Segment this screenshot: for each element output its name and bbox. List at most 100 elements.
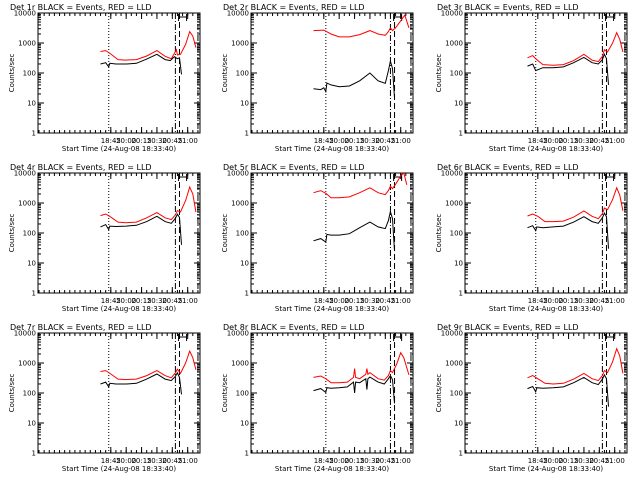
- x-tick-label: 21:00: [605, 137, 625, 145]
- y-tick-label: 1: [245, 290, 249, 298]
- panel-title: Det 1r BLACK = Events, RED = LLD: [10, 3, 152, 12]
- x-tick-label: 20:00: [116, 137, 136, 145]
- y-tick-label: 1000: [231, 40, 249, 48]
- y-tick-label: 10: [27, 100, 36, 108]
- y-tick-label: 10: [27, 420, 36, 428]
- x-tick-label: 20:00: [543, 457, 563, 465]
- y-tick-label: 1: [245, 130, 249, 138]
- y-tick-label: 1000: [231, 200, 249, 208]
- y-tick-label: 1: [459, 290, 463, 298]
- x-tick-label: 20:00: [543, 297, 563, 305]
- x-tick-label: 18:45: [528, 457, 548, 465]
- y-tick-label: 1: [459, 130, 463, 138]
- y-axis-label: Counts/sec: [8, 54, 16, 93]
- y-tick-label: 10: [240, 420, 249, 428]
- x-tick-label: 18:45: [101, 297, 121, 305]
- lld-series-line: [527, 31, 624, 66]
- chart-panel: Det 3r BLACK = Events, RED = LLD 1 10 100 10…: [435, 3, 628, 153]
- x-tick-label: 20:15: [131, 137, 151, 145]
- x-axis-label: Start Time (24-Aug-08 18:33:40): [275, 465, 389, 473]
- y-tick-label: 100: [450, 390, 463, 398]
- x-tick-label: 18:45: [528, 137, 548, 145]
- panel-title: Det 2r BLACK = Events, RED = LLD: [223, 3, 365, 12]
- x-tick-label: 21:00: [391, 297, 411, 305]
- y-tick-label: 100: [236, 70, 249, 78]
- x-tick-label: 20:45: [375, 297, 395, 305]
- x-tick-label: 20:15: [558, 457, 578, 465]
- x-tick-label: 20:30: [360, 457, 380, 465]
- x-tick-label: 18:45: [101, 137, 121, 145]
- y-axis-label: Counts/sec: [435, 214, 443, 253]
- x-axis-label: Start Time (24-Aug-08 18:33:40): [489, 305, 603, 313]
- x-tick-label: 20:15: [344, 137, 364, 145]
- x-axis-label: Start Time (24-Aug-08 18:33:40): [275, 145, 389, 153]
- events-series-line: [100, 371, 182, 395]
- y-tick-label: 100: [23, 230, 36, 238]
- x-tick-label: 20:45: [162, 457, 182, 465]
- interval-bracket-marker: [178, 174, 188, 181]
- y-tick-label: 1000: [231, 360, 249, 368]
- x-tick-label: 21:00: [178, 137, 198, 145]
- chart-panel: Det 4r BLACK = Events, RED = LLD 1 10 100 10…: [8, 163, 201, 313]
- x-axis-label: Start Time (24-Aug-08 18:33:40): [62, 145, 176, 153]
- chart-panel: Det 8r BLACK = Events, RED = LLD 1 10 100 10…: [221, 323, 414, 473]
- y-tick-label: 1000: [445, 40, 463, 48]
- x-tick-label: 21:00: [178, 457, 198, 465]
- interval-bracket-marker: [605, 334, 615, 341]
- chart-panel: Det 5r BLACK = Events, RED = LLD 1 10 100 10…: [221, 163, 414, 313]
- y-tick-label: 1000: [445, 360, 463, 368]
- y-tick-label: 10: [454, 260, 463, 268]
- y-axis-label: Counts/sec: [8, 214, 16, 253]
- y-tick-label: 10000: [227, 330, 249, 338]
- x-tick-label: 20:15: [344, 297, 364, 305]
- x-tick-label: 21:00: [178, 297, 198, 305]
- y-tick-label: 10: [240, 100, 249, 108]
- interval-bracket-marker: [605, 14, 615, 21]
- y-tick-label: 1: [32, 450, 36, 458]
- x-tick-label: 20:45: [375, 137, 395, 145]
- y-tick-label: 1000: [18, 200, 36, 208]
- chart-panel: Det 1r BLACK = Events, RED = LLD 1 10 100 10…: [8, 3, 201, 153]
- y-tick-label: 100: [450, 70, 463, 78]
- y-axis-label: Counts/sec: [435, 374, 443, 413]
- events-series-line: [527, 373, 609, 407]
- x-tick-label: 18:45: [314, 457, 334, 465]
- chart-panel: Det 6r BLACK = Events, RED = LLD 1 10 100 10…: [435, 163, 628, 313]
- y-tick-label: 100: [236, 230, 249, 238]
- x-tick-label: 21:00: [605, 457, 625, 465]
- x-tick-label: 21:00: [605, 297, 625, 305]
- events-series-line: [100, 213, 182, 245]
- x-axis-label: Start Time (24-Aug-08 18:33:40): [489, 145, 603, 153]
- x-tick-label: 18:45: [528, 297, 548, 305]
- x-tick-label: 20:45: [162, 297, 182, 305]
- y-tick-label: 1000: [445, 200, 463, 208]
- y-tick-label: 10000: [227, 170, 249, 178]
- x-tick-label: 20:00: [329, 137, 349, 145]
- x-tick-label: 20:30: [147, 457, 167, 465]
- x-tick-label: 20:30: [360, 137, 380, 145]
- lld-series-line: [100, 30, 197, 61]
- y-tick-label: 10: [240, 260, 249, 268]
- y-tick-label: 10000: [14, 10, 36, 18]
- x-tick-label: 20:00: [329, 457, 349, 465]
- panel-title: Det 5r BLACK = Events, RED = LLD: [223, 163, 365, 172]
- lld-series-line: [527, 186, 624, 223]
- y-tick-label: 1000: [18, 40, 36, 48]
- y-tick-label: 100: [236, 390, 249, 398]
- panel-title: Det 9r BLACK = Events, RED = LLD: [437, 323, 579, 332]
- x-tick-label: 20:45: [589, 137, 609, 145]
- events-series-line: [527, 53, 609, 85]
- y-tick-label: 10000: [14, 330, 36, 338]
- x-tick-label: 20:30: [147, 297, 167, 305]
- y-tick-label: 1: [459, 450, 463, 458]
- x-tick-label: 21:00: [391, 457, 411, 465]
- y-axis-label: Counts/sec: [221, 54, 229, 93]
- chart-panel: Det 7r BLACK = Events, RED = LLD 1 10 100 10…: [8, 323, 201, 473]
- panel-title: Det 6r BLACK = Events, RED = LLD: [437, 163, 579, 172]
- x-tick-label: 20:00: [543, 137, 563, 145]
- x-tick-label: 18:45: [314, 137, 334, 145]
- lld-series-line: [313, 172, 408, 199]
- interval-bracket-marker: [178, 334, 188, 341]
- x-tick-label: 20:15: [131, 297, 151, 305]
- y-tick-label: 1: [32, 290, 36, 298]
